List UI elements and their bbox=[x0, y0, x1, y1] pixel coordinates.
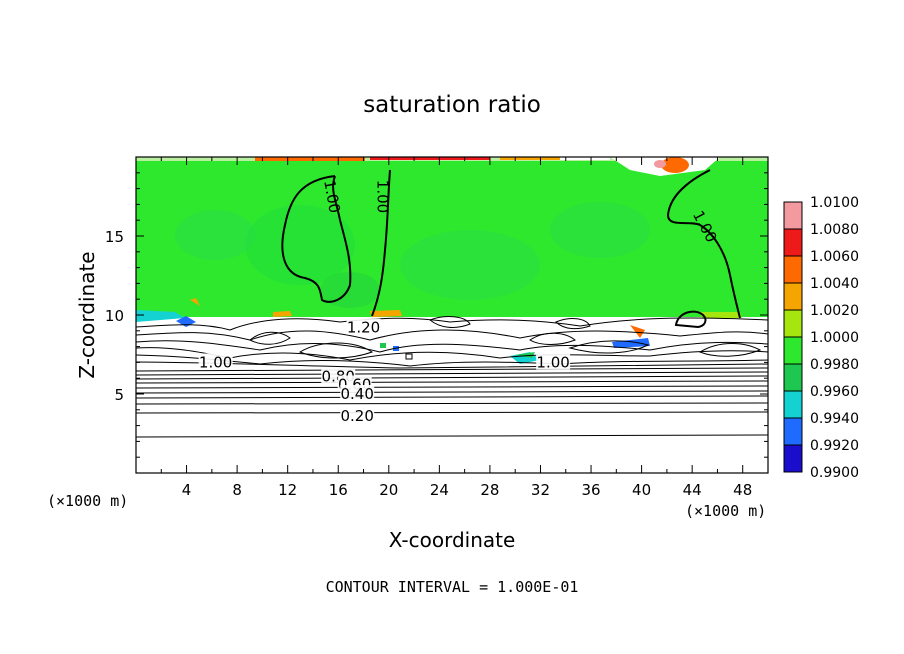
x-tick-label: 16 bbox=[329, 481, 348, 499]
colorbar-segment bbox=[784, 229, 802, 256]
contour-label-group: 1.00 bbox=[320, 178, 344, 214]
contour-label: 1.00 bbox=[373, 180, 391, 213]
x-tick-label: 48 bbox=[733, 481, 752, 499]
contour-label: 1.00 bbox=[536, 353, 569, 371]
colorbar-label: 1.0100 bbox=[810, 195, 859, 211]
contour-label-group: 1.00 bbox=[198, 353, 233, 371]
contour-label-group: 0.40 bbox=[340, 385, 375, 403]
field-shading bbox=[175, 202, 650, 308]
colorbar-segment bbox=[784, 364, 802, 391]
y-tick-label: 10 bbox=[105, 307, 124, 325]
colorbar-segment bbox=[784, 337, 802, 364]
colorbar-segment bbox=[784, 391, 802, 418]
x-tick-label: 20 bbox=[379, 481, 398, 499]
contour-label-group: 1.20 bbox=[346, 318, 381, 337]
contour-label-group: 0.20 bbox=[340, 407, 375, 425]
y-tick-label: 5 bbox=[114, 386, 124, 404]
contour-label: 0.20 bbox=[340, 407, 373, 425]
colorbar-segment bbox=[784, 310, 802, 337]
contour-label-group: 1.00 bbox=[373, 180, 391, 213]
colorbar-label: 1.0040 bbox=[810, 276, 859, 292]
contour-label: 0.40 bbox=[340, 385, 373, 403]
x-unit-left-label: (×1000 m) bbox=[47, 492, 128, 510]
colorbar-label: 0.9980 bbox=[810, 357, 859, 373]
x-axis-title: X-coordinate bbox=[389, 528, 516, 552]
colorbar-label: 1.0060 bbox=[810, 249, 859, 265]
x-tick-label: 44 bbox=[683, 481, 702, 499]
x-tick-label: 4 bbox=[182, 481, 192, 499]
cloud-top-boundary bbox=[136, 298, 742, 364]
colorbar-label: 0.9940 bbox=[810, 411, 859, 427]
x-axis: 4 8 12 16 20 24 28 32 36 40 44 48 bbox=[160, 157, 752, 499]
contour-label: 1.00 bbox=[199, 353, 232, 371]
contour-label-layer: 1.001.001.001.201.001.000.800.600.400.20 bbox=[198, 178, 721, 425]
y-tick-label: 15 bbox=[105, 228, 124, 246]
contour-label: 1.00 bbox=[320, 178, 344, 214]
colorbar-label: 0.9900 bbox=[810, 465, 859, 481]
colorbar-segment bbox=[784, 202, 802, 229]
cloud-region-white bbox=[136, 317, 768, 473]
y-axis: 5 10 15 bbox=[105, 172, 768, 458]
plot-area: 1.001.001.001.201.001.000.800.600.400.20 bbox=[135, 156, 769, 474]
colorbar-segment bbox=[784, 256, 802, 283]
colorbar-segment bbox=[784, 283, 802, 310]
colorbar-label: 1.0080 bbox=[810, 222, 859, 238]
x-tick-label: 8 bbox=[232, 481, 242, 499]
x-tick-label: 40 bbox=[632, 481, 651, 499]
contour-label: 1.20 bbox=[347, 319, 380, 337]
contour-label-halo bbox=[340, 407, 375, 424]
colorbar-segment bbox=[784, 418, 802, 445]
colorbar-label: 1.0000 bbox=[810, 330, 859, 346]
x-tick-label: 32 bbox=[531, 481, 550, 499]
contour-label-halo bbox=[198, 353, 233, 370]
chart-title: saturation ratio bbox=[363, 92, 541, 118]
x-unit-right-label: (×1000 m) bbox=[685, 502, 766, 520]
y-axis-title: Z-coordinate bbox=[75, 251, 99, 378]
x-tick-label: 28 bbox=[480, 481, 499, 499]
contour-label-halo bbox=[346, 318, 381, 335]
colorbar: 0.9900 0.9920 0.9940 0.9960 0.9980 1.0000 1.00… bbox=[783, 195, 859, 481]
horizontal-contours bbox=[135, 367, 769, 438]
contour-label-halo bbox=[536, 353, 571, 370]
colorbar-segment bbox=[784, 445, 802, 472]
colorbar-label: 0.9960 bbox=[810, 384, 859, 400]
contour-interval-note: CONTOUR INTERVAL = 1.000E-01 bbox=[326, 578, 579, 596]
contour-label-group: 1.00 bbox=[536, 353, 571, 371]
x-tick-label: 12 bbox=[278, 481, 297, 499]
contour-label-halo bbox=[340, 385, 375, 401]
colorbar-label: 1.0020 bbox=[810, 303, 859, 319]
x-tick-label: 36 bbox=[581, 481, 600, 499]
contour-lines-1.00 bbox=[281, 169, 741, 329]
colorbar-label: 0.9920 bbox=[810, 438, 859, 454]
x-tick-label: 24 bbox=[430, 481, 449, 499]
